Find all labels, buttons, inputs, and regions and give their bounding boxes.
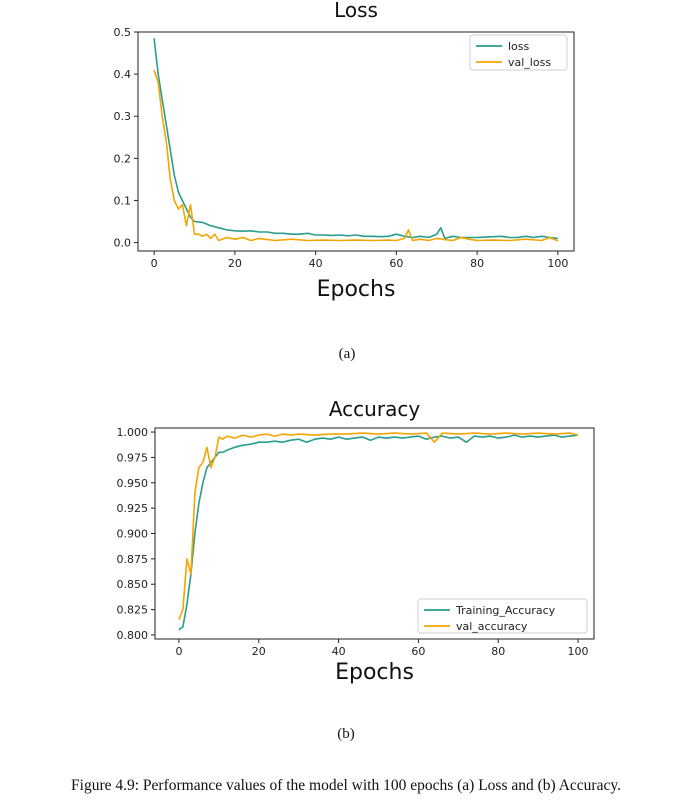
figure-caption: Figure 4.9: Performance values of the mo… [71, 777, 621, 794]
y-tick-label: 0.825 [117, 604, 149, 617]
x-tick-label: 80 [470, 257, 484, 270]
subfigure-label-b: (b) [337, 726, 355, 742]
y-tick-label: 1.000 [117, 426, 149, 439]
y-tick-label: 0.800 [117, 629, 149, 642]
plot-frame [154, 427, 595, 640]
x-tick-label: 80 [491, 645, 505, 658]
subfigure-label-a: (a) [339, 346, 356, 362]
chart-title: Loss [334, 0, 378, 22]
series-line-training-accuracy [178, 434, 579, 631]
accuracy-chart: Accuracy Epochs 0 20 40 60 80 100 0.800 0.825 0.85… [117, 397, 595, 685]
y-tick-label: 0.950 [117, 477, 149, 490]
x-axis-label: Epochs [317, 277, 396, 302]
y-tick-label: 0.2 [114, 152, 132, 165]
y-tick-label: 0.3 [114, 110, 132, 123]
x-tick-label: 0 [151, 257, 158, 270]
series-line-val-loss [153, 69, 559, 242]
legend: loss val_loss [469, 34, 568, 71]
x-tick-label: 40 [332, 645, 346, 658]
legend-entry: Training_Accuracy [455, 604, 556, 617]
chart-title: Accuracy [329, 397, 420, 421]
series-line-val-accuracy [178, 432, 579, 620]
legend-entry: val_accuracy [456, 620, 528, 633]
plot-frame [137, 31, 575, 252]
loss-chart: Loss Epochs 0 20 40 60 80 100 0.0 0.1 0.2 0.3 0.4 0.5… [114, 0, 575, 302]
x-tick-label: 40 [309, 257, 323, 270]
y-tick-label: 0.850 [117, 578, 149, 591]
legend-box [417, 598, 588, 634]
y-tick-label: 0.4 [114, 68, 132, 81]
y-tick-label: 0.5 [114, 26, 132, 39]
y-tick-label: 0.875 [117, 553, 149, 566]
x-tick-label: 20 [228, 257, 242, 270]
y-tick-label: 0.1 [114, 194, 132, 207]
x-axis-label: Epochs [335, 660, 414, 685]
y-tick-label: 0.900 [117, 528, 149, 541]
x-tick-label: 0 [175, 645, 182, 658]
legend: Training_Accuracy val_accuracy [417, 598, 588, 634]
x-tick-label: 60 [411, 645, 425, 658]
legend-entry: loss [508, 40, 530, 53]
x-tick-label: 100 [568, 645, 589, 658]
x-tick-label: 20 [252, 645, 266, 658]
legend-entry: val_loss [508, 56, 551, 69]
y-tick-label: 0.975 [117, 451, 149, 464]
x-tick-label: 100 [547, 257, 568, 270]
y-tick-label: 0.925 [117, 502, 149, 515]
x-tick-label: 60 [389, 257, 403, 270]
y-tick-label: 0.0 [114, 237, 132, 250]
